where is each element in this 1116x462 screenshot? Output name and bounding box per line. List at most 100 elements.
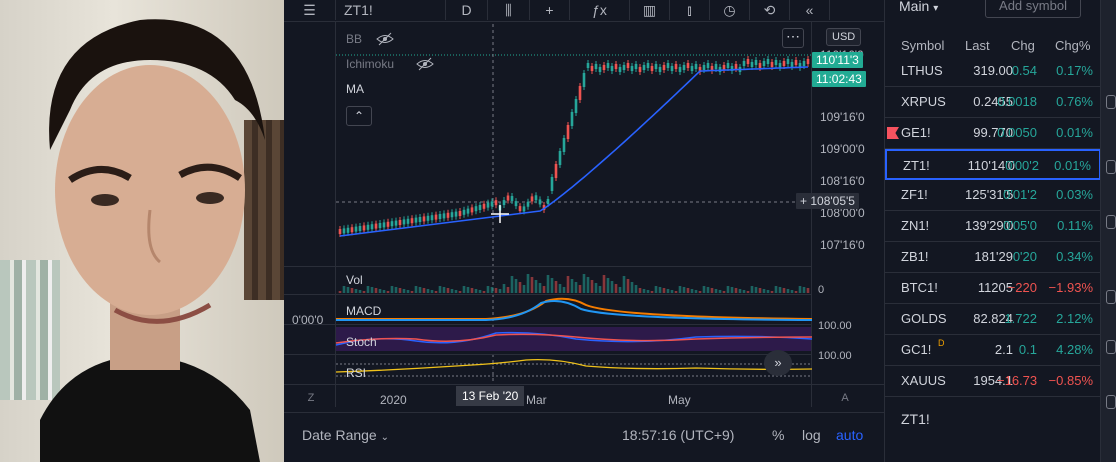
add-symbol-button[interactable]: Add symbol [985, 0, 1081, 18]
chat-icon[interactable] [1106, 395, 1116, 409]
volume-bar [762, 289, 766, 293]
col-last[interactable]: Last [965, 38, 990, 53]
col-chgp[interactable]: Chg% [1055, 38, 1091, 53]
symbol-search[interactable]: ZT1! [336, 0, 446, 20]
watchlist-last: 125'31'5 [965, 187, 1013, 202]
volume-bar [426, 289, 430, 293]
candle-body [782, 61, 786, 66]
pane-divider[interactable] [284, 354, 811, 355]
candle-body [618, 67, 622, 72]
volume-bar [582, 274, 586, 293]
watchlist-row[interactable]: GE1! 99.770 0.0050 0.01% [885, 118, 1101, 149]
watchlist-row[interactable]: ZB1! 181'29 0'20 0.34% [885, 242, 1101, 273]
candle-body [562, 138, 566, 152]
watchlist-row[interactable]: GOLDS 82.824 1.722 2.12% [885, 304, 1101, 335]
bookshelf-left [0, 260, 60, 400]
auto-toggle[interactable]: auto [836, 427, 864, 443]
currency-button[interactable]: USD [826, 28, 862, 46]
legend-ichimoku[interactable]: Ichimoku [346, 57, 395, 71]
percent-toggle[interactable]: % [772, 427, 785, 443]
watchlist-row[interactable]: BTC1! 11205 −220 −1.93% [885, 273, 1101, 304]
compare-button[interactable]: + [530, 0, 570, 20]
auto-scale-a-button[interactable]: A [841, 392, 849, 404]
hide-eye-icon[interactable] [416, 57, 434, 71]
volume-bar [342, 286, 346, 293]
data-window-icon[interactable] [1106, 160, 1116, 174]
candle-body [798, 63, 802, 68]
candle-body [614, 64, 618, 69]
bars-icon[interactable]: ⫾ [670, 0, 710, 20]
menu-icon[interactable]: ☰ [284, 0, 336, 20]
alerts-icon[interactable] [1106, 95, 1116, 109]
volume-bar [418, 287, 422, 293]
more-icon[interactable]: ⋯ [782, 28, 804, 48]
candle-body [446, 212, 450, 218]
watchlist-row[interactable]: LTHUS 319.00 0.54 0.17% [885, 56, 1101, 87]
col-chg[interactable]: Chg [1011, 38, 1035, 53]
clock-display[interactable]: 18:57:16 (UTC+9) [622, 427, 735, 443]
candle-body [454, 211, 458, 217]
watchlist-row[interactable]: XAUUS 1954.1 −16.73 −0.85% [885, 366, 1101, 397]
candle-body [382, 222, 386, 228]
hide-eye-icon[interactable] [376, 32, 394, 46]
watchlist-row[interactable]: GC1! 2.1 0.1 4.28% D [885, 335, 1101, 366]
watchlist-columns: Symbol Last Chg Chg% [885, 36, 1101, 56]
candle-body [346, 227, 350, 233]
pane-divider[interactable] [284, 266, 811, 267]
candle-body [362, 225, 366, 231]
volume-bar [778, 287, 782, 293]
price-tick: 109'16'0 [820, 110, 865, 124]
scroll-to-realtime-button[interactable]: » [764, 350, 792, 376]
ideas-icon[interactable] [1106, 340, 1116, 354]
drawing-toolbar [284, 22, 336, 407]
indicators-button[interactable]: ƒx [570, 0, 630, 20]
time-label: Mar [526, 393, 547, 407]
plus-icon[interactable]: + [800, 194, 811, 208]
date-range-button[interactable]: Date Range ⌄ [302, 427, 389, 443]
interval-button[interactable]: D [446, 0, 488, 20]
volume-bar [390, 286, 394, 293]
candle-body [386, 221, 390, 227]
candle-body [374, 223, 378, 229]
log-toggle[interactable]: log [802, 427, 821, 443]
calendar-icon[interactable] [1106, 290, 1116, 304]
watchlist-row[interactable]: XRPUS 0.2455 0.0018 0.76% [885, 87, 1101, 118]
candles-icon[interactable]: ⫼ [488, 0, 530, 20]
price-pane[interactable] [336, 24, 812, 384]
volume-bar [578, 285, 582, 293]
volume-pane [338, 274, 810, 293]
legend-bb[interactable]: BB [346, 32, 363, 46]
rewind-icon[interactable]: « [790, 0, 830, 20]
time-axis[interactable]: 2020 Mar May [284, 384, 884, 410]
chart-area[interactable]: ☰ ZT1! D ⫼ + ƒx ▥ ⫾ ◷ ⟲ « BB Ichimoku MA… [284, 0, 884, 462]
candle-body [758, 63, 762, 68]
candle-body [538, 199, 542, 205]
col-symbol[interactable]: Symbol [901, 38, 945, 53]
candle-body [526, 201, 530, 207]
volume-bar [394, 287, 398, 293]
watchlist-row[interactable]: ZN1! 139'29'0 0'05'0 0.11% [885, 211, 1101, 242]
candle-body [474, 206, 478, 212]
watchlist-last: 110'14'0 [967, 158, 1015, 173]
collapse-legend-button[interactable]: ⌃ [346, 106, 372, 126]
candle-body [610, 66, 614, 71]
candle-body [358, 226, 362, 231]
candle-body [518, 206, 522, 212]
candles [338, 56, 810, 237]
templates-icon[interactable]: ▥ [630, 0, 670, 20]
price-axis[interactable]: 110'16'0 109'16'0 109'00'0 108'16'0 108'… [811, 22, 884, 407]
alert-icon[interactable]: ⟲ [750, 0, 790, 20]
replay-icon[interactable]: ◷ [710, 0, 750, 20]
zoom-z-button[interactable]: Z [307, 392, 315, 404]
presenter-figure [40, 19, 265, 462]
pane-divider[interactable] [284, 294, 811, 295]
volume-bar [738, 289, 742, 293]
pane-divider[interactable] [284, 324, 811, 325]
volume-bar [370, 287, 374, 293]
watchlist-row[interactable]: ZT1! 110'14'0 0'00'2 0.01% [885, 149, 1101, 180]
hotlists-icon[interactable] [1106, 215, 1116, 229]
flag-icon[interactable] [887, 127, 899, 139]
watchlist-title[interactable]: Main ▾ [899, 0, 938, 14]
watchlist-row[interactable]: ZF1! 125'31'5 0'01'2 0.03% [885, 180, 1101, 211]
legend-ma[interactable]: MA [346, 82, 364, 96]
